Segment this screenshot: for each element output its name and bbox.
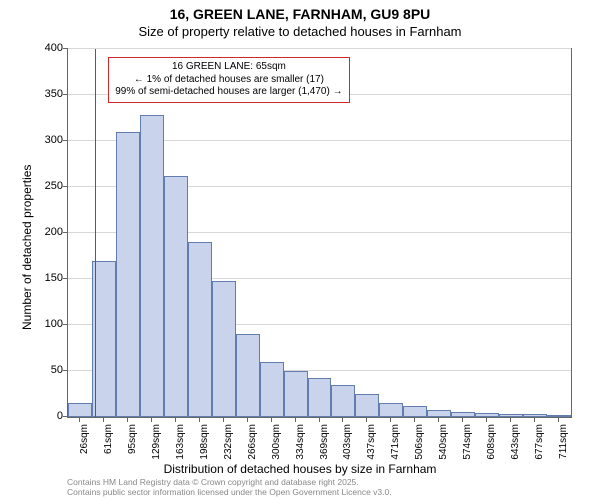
x-tick-mark bbox=[295, 418, 296, 422]
y-tick-label: 150 bbox=[29, 272, 63, 284]
histogram-bar bbox=[451, 412, 475, 417]
x-tick-mark bbox=[486, 418, 487, 422]
histogram-bar bbox=[475, 413, 499, 417]
y-tick-mark bbox=[63, 324, 67, 325]
histogram-bar bbox=[260, 362, 284, 417]
x-tick-mark bbox=[223, 418, 224, 422]
x-tick-mark bbox=[103, 418, 104, 422]
y-tick-label: 200 bbox=[29, 226, 63, 238]
x-tick-mark bbox=[151, 418, 152, 422]
x-tick-mark bbox=[199, 418, 200, 422]
histogram-bar bbox=[236, 334, 260, 417]
footer-line2: Contains public sector information licen… bbox=[67, 488, 392, 498]
annotation-line1: 16 GREEN LANE: 65sqm bbox=[115, 61, 342, 74]
chart-plot-area: 16 GREEN LANE: 65sqm← 1% of detached hou… bbox=[67, 48, 572, 418]
histogram-bar bbox=[116, 132, 140, 417]
x-tick-mark bbox=[271, 418, 272, 422]
page-subtitle: Size of property relative to detached ho… bbox=[0, 24, 600, 39]
y-tick-mark bbox=[63, 94, 67, 95]
histogram-bar bbox=[284, 371, 308, 417]
y-tick-label: 300 bbox=[29, 134, 63, 146]
x-tick-mark bbox=[462, 418, 463, 422]
histogram-bar bbox=[212, 281, 236, 417]
histogram-bar bbox=[523, 414, 547, 417]
y-tick-label: 50 bbox=[29, 364, 63, 376]
y-tick-mark bbox=[63, 48, 67, 49]
y-tick-label: 0 bbox=[29, 410, 63, 422]
property-marker-line bbox=[95, 49, 96, 417]
y-tick-mark bbox=[63, 232, 67, 233]
x-tick-mark bbox=[510, 418, 511, 422]
x-tick-mark bbox=[175, 418, 176, 422]
y-tick-mark bbox=[63, 140, 67, 141]
histogram-bar bbox=[427, 410, 451, 417]
histogram-bar bbox=[164, 176, 188, 417]
y-tick-label: 100 bbox=[29, 318, 63, 330]
histogram-bar bbox=[355, 394, 379, 417]
x-tick-mark bbox=[414, 418, 415, 422]
x-tick-mark bbox=[534, 418, 535, 422]
histogram-bar bbox=[331, 385, 355, 417]
histogram-bar bbox=[188, 242, 212, 417]
y-tick-mark bbox=[63, 370, 67, 371]
histogram-bar bbox=[403, 406, 427, 417]
x-tick-mark bbox=[342, 418, 343, 422]
y-tick-label: 400 bbox=[29, 42, 63, 54]
gridline bbox=[68, 48, 571, 49]
x-tick-mark bbox=[438, 418, 439, 422]
histogram-bar bbox=[68, 403, 92, 417]
x-axis-label: Distribution of detached houses by size … bbox=[0, 462, 600, 476]
histogram-bar bbox=[379, 403, 403, 417]
x-tick-mark bbox=[247, 418, 248, 422]
x-tick-mark bbox=[127, 418, 128, 422]
histogram-bar bbox=[499, 414, 523, 417]
x-tick-mark bbox=[319, 418, 320, 422]
histogram-bar bbox=[140, 115, 164, 417]
annotation-line2: ← 1% of detached houses are smaller (17) bbox=[115, 74, 342, 87]
y-tick-label: 250 bbox=[29, 180, 63, 192]
histogram-bar bbox=[547, 415, 571, 417]
y-tick-mark bbox=[63, 186, 67, 187]
x-tick-mark bbox=[366, 418, 367, 422]
page-title: 16, GREEN LANE, FARNHAM, GU9 8PU bbox=[0, 6, 600, 22]
annotation-line3: 99% of semi-detached houses are larger (… bbox=[115, 86, 342, 99]
histogram-bar bbox=[308, 378, 332, 417]
y-tick-label: 350 bbox=[29, 88, 63, 100]
annotation-callout: 16 GREEN LANE: 65sqm← 1% of detached hou… bbox=[108, 57, 349, 103]
x-tick-mark bbox=[79, 418, 80, 422]
footer-attribution: Contains HM Land Registry data © Crown c… bbox=[67, 478, 392, 498]
y-tick-mark bbox=[63, 278, 67, 279]
x-tick-mark bbox=[390, 418, 391, 422]
y-tick-mark bbox=[63, 416, 67, 417]
x-tick-mark bbox=[558, 418, 559, 422]
